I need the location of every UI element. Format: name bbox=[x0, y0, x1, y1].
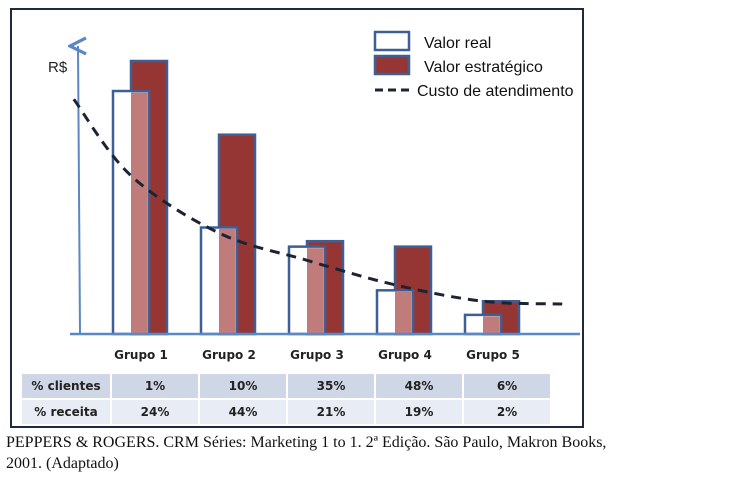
table-cell: 44% bbox=[200, 400, 286, 424]
row-label: % receita bbox=[22, 400, 110, 424]
bar-overlap bbox=[131, 92, 148, 334]
legend: Valor real Valor estratégico Custo de at… bbox=[373, 30, 574, 100]
row-label: % clientes bbox=[22, 374, 110, 398]
group-labels: Grupo 1 Grupo 2 Grupo 3 Grupo 4 Grupo 5 bbox=[114, 348, 520, 362]
legend-swatch-valor-estrategico bbox=[373, 54, 411, 76]
data-table: % clientes 1% 10% 35% 48% 6%% receita 24% 44% 21… bbox=[20, 372, 552, 426]
cost-line-custo-de-atendimento bbox=[72, 98, 563, 306]
table-cell: 48% bbox=[376, 374, 462, 398]
table-cell: 6% bbox=[464, 374, 550, 398]
group-label: Grupo 3 bbox=[290, 348, 344, 362]
table-cell: 19% bbox=[376, 400, 462, 424]
table-cell: 35% bbox=[288, 374, 374, 398]
table-cell: 2% bbox=[464, 400, 550, 424]
group-label: Grupo 5 bbox=[466, 348, 520, 362]
y-axis-label: R$ bbox=[48, 59, 68, 76]
group-label: Grupo 4 bbox=[378, 348, 432, 362]
table-row: % receita 24% 44% 21% 19% 2% bbox=[22, 400, 550, 424]
legend-label-valor-real: Valor real bbox=[424, 35, 491, 52]
legend-label-valor-estrategico: Valor estratégico bbox=[424, 59, 543, 76]
table-cell: 1% bbox=[112, 374, 198, 398]
source-caption: PEPPERS & ROGERS. CRM Séries: Marketing … bbox=[6, 432, 731, 474]
bar-overlap bbox=[483, 316, 500, 334]
caption-line-1: PEPPERS & ROGERS. CRM Séries: Marketing … bbox=[6, 434, 607, 451]
bars-layer bbox=[111, 59, 521, 336]
legend-label-custo-de-atendimento: Custo de atendimento bbox=[417, 83, 574, 100]
table-row: % clientes 1% 10% 35% 48% 6% bbox=[22, 374, 550, 398]
bar-overlap bbox=[395, 291, 412, 334]
caption-line-2: 2001. (Adaptado) bbox=[6, 455, 119, 472]
group-label: Grupo 1 bbox=[114, 348, 168, 362]
legend-swatch-valor-real bbox=[373, 30, 411, 52]
group-label: Grupo 2 bbox=[202, 348, 256, 362]
table-cell: 24% bbox=[112, 400, 198, 424]
table-cell: 10% bbox=[200, 374, 286, 398]
bar-overlap bbox=[219, 229, 236, 334]
figure-frame: R$ Grupo 1 Grupo 2 Grupo 3 Grupo 4 Grupo 5 V… bbox=[10, 8, 584, 428]
y-axis-arrow bbox=[78, 46, 80, 335]
bar-overlap bbox=[307, 248, 324, 334]
chart: R$ Grupo 1 Grupo 2 Grupo 3 Grupo 4 Grupo 5 V… bbox=[48, 30, 580, 362]
table-cell: 21% bbox=[288, 400, 374, 424]
